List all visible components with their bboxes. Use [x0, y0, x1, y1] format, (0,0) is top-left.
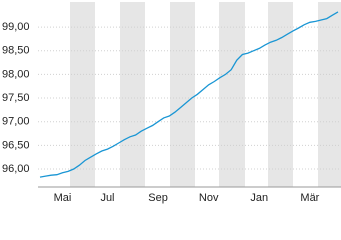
y-tick-label: 97,00	[2, 116, 30, 128]
y-tick-label: 99,00	[2, 21, 30, 33]
x-tick-label: Mär	[300, 192, 319, 204]
y-tick-label: 96,00	[2, 163, 30, 175]
x-tick-label: Jan	[250, 192, 268, 204]
y-tick-label: 98,50	[2, 45, 30, 57]
price-line	[39, 11, 339, 178]
band	[170, 2, 195, 187]
band	[219, 2, 245, 187]
x-tick-label: Jul	[100, 192, 114, 204]
month-bands	[70, 2, 341, 187]
band	[120, 2, 145, 187]
x-tick-label: Sep	[148, 192, 168, 204]
x-tick-label: Nov	[199, 192, 219, 204]
y-tick-label: 97,50	[2, 92, 30, 104]
page: {"chart_data": {"type": "line", "categor…	[2, 2, 341, 204]
y-tick-label: 96,50	[2, 139, 30, 151]
chart: 96,00 96,50 97,00 97,50 98,00 98,50 99,00 Mai Ju…	[2, 2, 341, 204]
y-tick-label: 98,00	[2, 68, 30, 80]
band	[70, 2, 95, 187]
band	[318, 2, 341, 187]
x-tick-label: Mai	[54, 192, 72, 204]
band	[268, 2, 293, 187]
